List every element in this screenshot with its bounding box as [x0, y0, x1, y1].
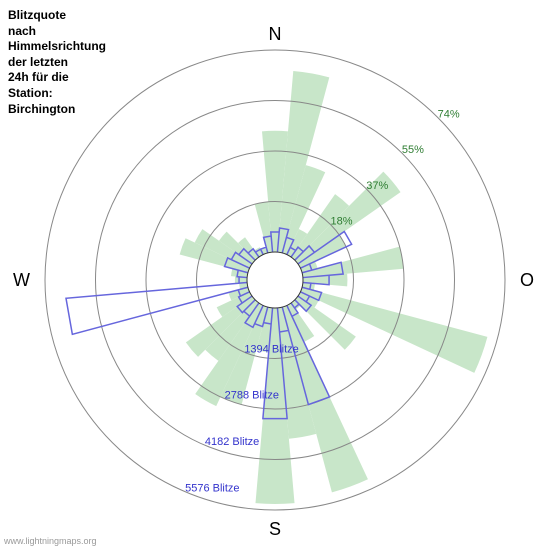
cardinal-s: S — [269, 519, 281, 539]
ring-blitze-label: 1394 Blitze — [244, 343, 298, 355]
ring-pct-label: 18% — [331, 215, 353, 227]
ring-blitze-label: 4182 Blitze — [205, 436, 259, 448]
cardinal-n: N — [269, 24, 282, 44]
ring-blitze-label: 2788 Blitze — [225, 390, 279, 402]
ring-pct-label: 74% — [438, 108, 460, 120]
cardinal-w: W — [13, 270, 30, 290]
ring-blitze-label: 5576 Blitze — [185, 483, 239, 495]
cardinal-e: O — [520, 270, 534, 290]
polar-chart: N S O W 18% 1394 Blitze 37% 2788 Blitze 55% 4182 … — [0, 0, 550, 550]
center-circle — [247, 252, 303, 308]
ring-pct-label: 37% — [366, 180, 388, 192]
ring-pct-label: 55% — [402, 144, 424, 156]
